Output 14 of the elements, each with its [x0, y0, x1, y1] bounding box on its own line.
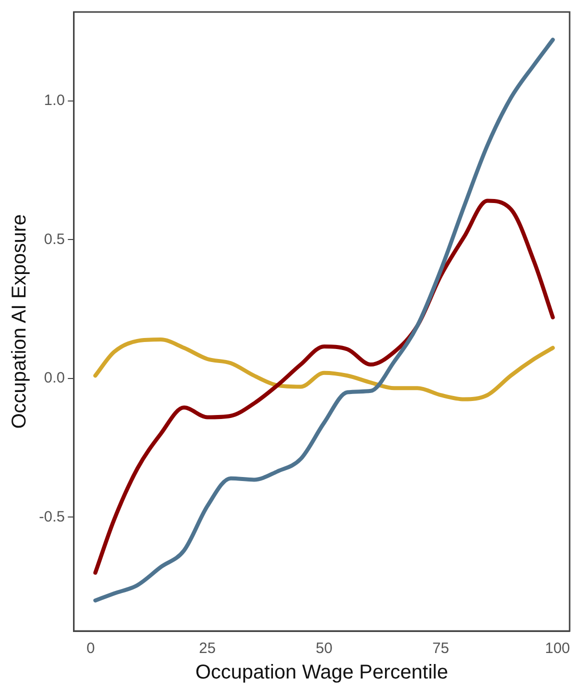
y-tick-label: 0.0: [44, 370, 65, 387]
x-tick-label: 75: [432, 640, 450, 658]
x-tick-label: 50: [316, 640, 332, 658]
y-tick-label: 1.0: [44, 92, 65, 109]
y-tick-label: -0.5: [38, 508, 65, 526]
x-tick-label: 25: [199, 640, 216, 658]
y-tick-label: 0.5: [44, 230, 65, 248]
x-tick-label: 0: [86, 640, 95, 658]
y-axis-title: Occupation AI Exposure: [8, 214, 31, 429]
line-series: [93, 198, 555, 575]
x-axis-title: Occupation Wage Percentile: [195, 662, 448, 684]
line-series: [93, 338, 555, 402]
line-series: [93, 38, 555, 602]
x-tick-label: 100: [544, 640, 570, 658]
